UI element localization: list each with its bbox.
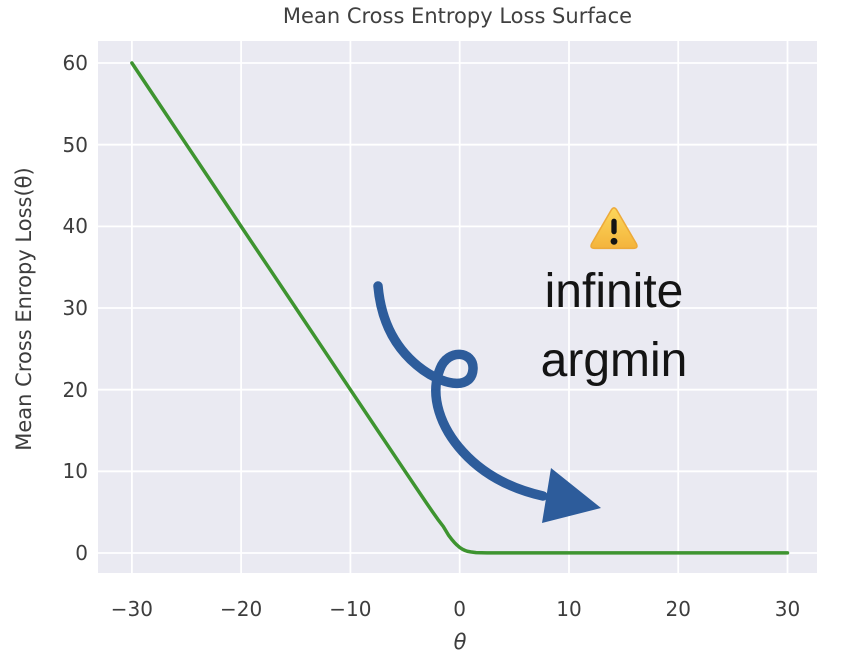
y-tick-label: 10 bbox=[62, 459, 88, 484]
chart-title: Mean Cross Entropy Loss Surface bbox=[282, 4, 633, 28]
x-tick-label: −30 bbox=[110, 597, 153, 621]
y-tick-label: 60 bbox=[62, 51, 88, 76]
x-axis-label: θ bbox=[453, 630, 467, 654]
x-tick-label: 20 bbox=[665, 597, 691, 621]
y-tick-label: 20 bbox=[62, 377, 88, 402]
y-axis-label: Mean Cross Enropy Loss(θ) bbox=[12, 167, 36, 451]
loss-curve bbox=[130, 61, 790, 555]
x-tick-label: 30 bbox=[774, 597, 801, 621]
y-tick-label: 30 bbox=[62, 296, 88, 321]
x-tick-label: 0 bbox=[453, 597, 467, 621]
annotation-line-1: infinite bbox=[544, 265, 684, 318]
x-tick-label: 10 bbox=[556, 597, 582, 621]
warning-icon bbox=[484, 205, 744, 257]
y-tick-label: 50 bbox=[62, 132, 88, 157]
x-tick-label: −10 bbox=[329, 597, 372, 621]
y-tick-label: 40 bbox=[62, 214, 88, 239]
x-tick-label: −20 bbox=[220, 597, 263, 621]
annotation-block: infinite argmin bbox=[484, 205, 744, 395]
annotation-line-2: argmin bbox=[540, 334, 688, 387]
y-tick-label: 0 bbox=[75, 540, 88, 565]
